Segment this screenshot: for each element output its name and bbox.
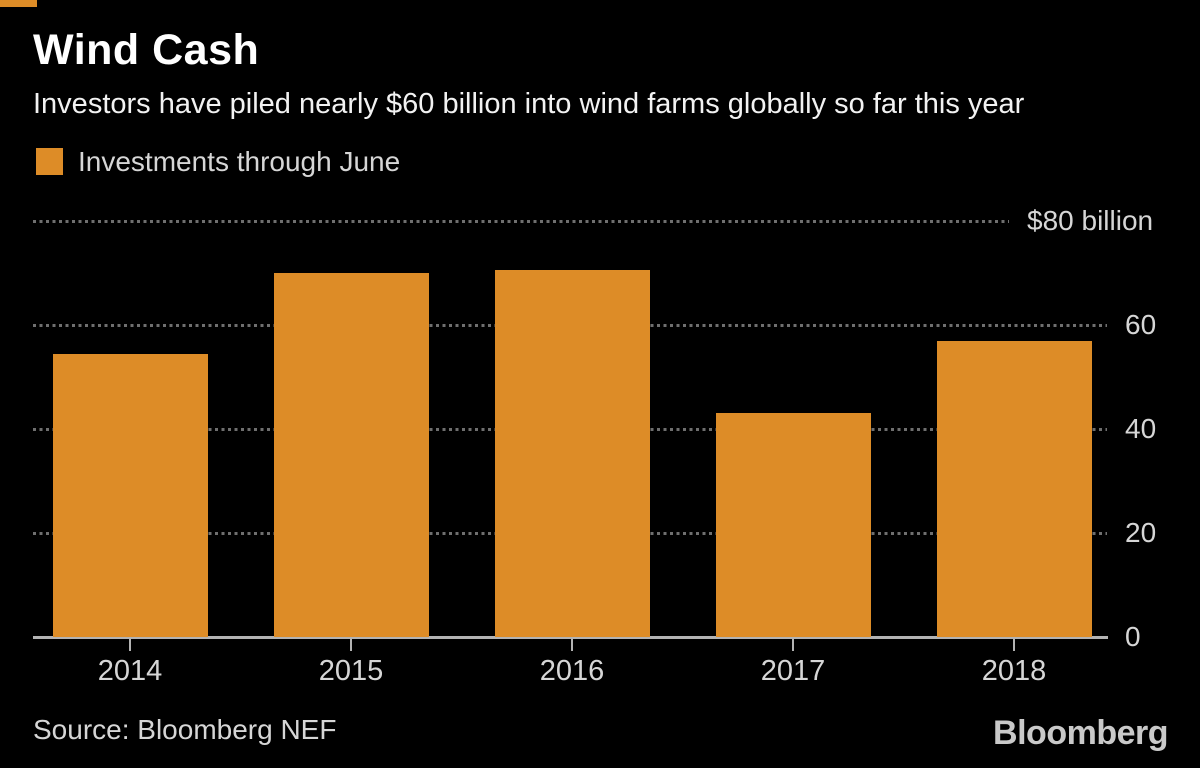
x-axis-tick-2018 [1013,638,1015,651]
y-axis-label-40: 40 [1125,413,1157,444]
bar-2016 [494,270,650,637]
chart-title: Wind Cash [33,26,260,74]
x-axis-tick-2014 [129,638,131,651]
legend-label: Investments through June [78,145,401,177]
source-note: Source: Bloomberg NEF [33,714,337,745]
legend: Investments through June [36,145,401,177]
y-axis-label-60: 60 [1125,309,1157,340]
x-axis-line [33,636,1108,639]
y-axis-label-0: 0 [1125,621,1141,652]
x-axis-label-2016: 2016 [539,655,605,687]
bar-2017 [715,413,871,637]
x-axis-label-2015: 2015 [318,655,384,687]
y-axis-label-80: $80 billion [1027,205,1154,236]
bar-2018 [936,340,1092,637]
brand-accent-mark [0,0,37,7]
x-axis-label-2017: 2017 [760,655,826,687]
x-axis-label-2018: 2018 [981,655,1047,687]
bloomberg-logo: Bloomberg [993,714,1168,752]
x-axis-tick-2016 [571,638,573,651]
chart-subtitle: Investors have piled nearly $60 billion … [33,88,1025,120]
gridline-80 [33,219,1009,223]
x-axis-tick-2015 [350,638,352,651]
bar-2015 [273,273,429,637]
y-axis-label-20: 20 [1125,517,1157,548]
legend-swatch-icon [36,148,63,175]
x-axis-tick-2017 [792,638,794,651]
bar-2014 [52,353,208,637]
x-axis-label-2014: 2014 [97,655,163,687]
